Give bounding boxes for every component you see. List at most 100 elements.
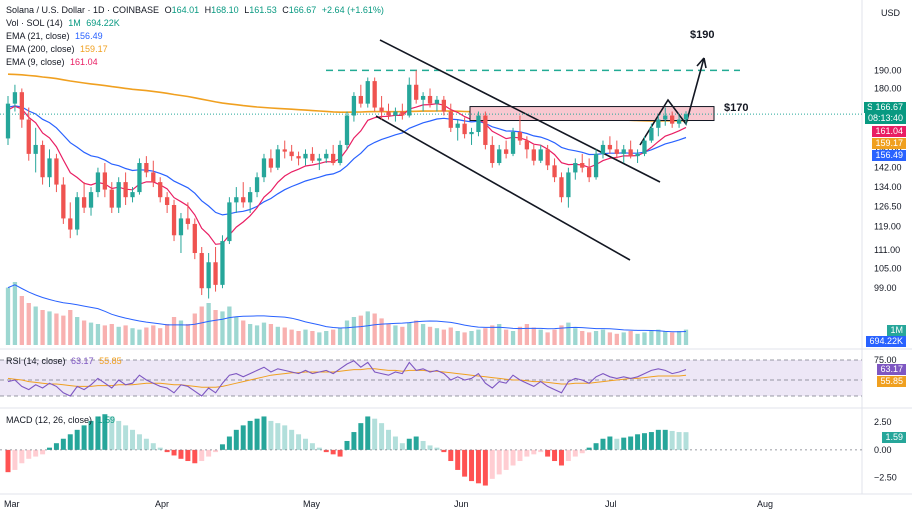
candle-body — [247, 192, 253, 203]
candle-body — [358, 95, 363, 104]
candle-body — [303, 153, 308, 159]
volume-bar — [40, 310, 45, 345]
candle-body — [289, 151, 294, 157]
macd-histogram-bar — [558, 449, 564, 466]
volume-bar — [54, 313, 59, 345]
rsi-legend[interactable]: RSI (14, close) 63.17 55.85 — [6, 355, 125, 367]
volume-bar — [503, 329, 509, 345]
candle-body — [344, 115, 350, 145]
macd-histogram-bar — [628, 436, 634, 450]
volume-bar — [365, 311, 370, 345]
candle-body — [123, 182, 128, 198]
macd-histogram-bar — [358, 423, 364, 450]
volume-value-tag: 694.22K — [866, 336, 906, 347]
macd-histogram-bar — [455, 449, 461, 470]
macd-legend[interactable]: MACD (12, 26, close) 1.59 — [6, 414, 118, 426]
candle-body — [469, 132, 474, 135]
candle-body — [607, 144, 613, 150]
candle-body — [337, 144, 343, 164]
macd-histogram-bar — [413, 436, 419, 450]
candle-body — [441, 99, 447, 112]
candle-body — [261, 158, 267, 178]
volume-bar — [47, 311, 52, 345]
ema21-legend[interactable]: EMA (21, close) 156.49 — [6, 30, 106, 42]
candle-body — [510, 132, 516, 154]
macd-histogram-bar — [164, 449, 170, 453]
candle-body — [199, 253, 204, 289]
macd-histogram-bar — [254, 418, 260, 450]
ema200-legend[interactable]: EMA (200, close) 159.17 — [6, 43, 111, 55]
rsi-value: 63.17 — [71, 356, 94, 366]
candle-body — [178, 218, 184, 236]
volume-bar — [379, 318, 384, 345]
volume-bar — [635, 333, 640, 345]
macd-histogram-bar — [386, 429, 392, 450]
candle-body — [61, 184, 66, 219]
macd-histogram-bar — [372, 418, 378, 450]
symbol-legend: Solana / U.S. Dollar · 1D · COINBASE O16… — [6, 4, 387, 16]
macd-histogram-bar — [282, 425, 288, 450]
macd-histogram-bar — [206, 449, 212, 457]
candle-body — [282, 149, 287, 152]
macd-histogram-bar — [316, 447, 322, 450]
volume-bar — [102, 325, 108, 345]
candle-body — [379, 107, 384, 112]
macd-histogram-bar — [441, 449, 447, 453]
candle-body — [158, 182, 163, 198]
macd-histogram-bar — [420, 440, 426, 450]
volume-bar — [116, 326, 121, 345]
candle-body — [254, 177, 260, 193]
candle-body — [75, 197, 80, 230]
rsi-label: RSI (14, close) — [6, 356, 66, 366]
symbol-title: Solana / U.S. Dollar · 1D · COINBASE — [6, 5, 160, 15]
macd-histogram-bar — [26, 449, 32, 459]
candle-body — [12, 92, 18, 104]
macd-histogram-bar — [586, 447, 592, 450]
macd-histogram-bar — [365, 416, 371, 450]
y-tick-label: 111.00 — [874, 245, 900, 255]
volume-bar — [130, 328, 135, 345]
macd-histogram-bar — [130, 429, 136, 450]
candle-body — [676, 119, 682, 124]
ema21-value: 156.49 — [75, 31, 103, 41]
ema21-price-tag: 156.49 — [872, 150, 906, 161]
macd-histogram-bar — [496, 449, 502, 475]
volume-bar — [649, 331, 654, 345]
macd-histogram-bar — [302, 438, 308, 450]
macd-tick-label: 2.50 — [874, 417, 892, 427]
macd-histogram-bar — [344, 440, 350, 450]
macd-histogram-bar — [648, 432, 654, 450]
macd-histogram-bar — [655, 429, 661, 450]
candle-body — [476, 115, 481, 133]
macd-histogram-bar — [351, 432, 357, 450]
macd-histogram-bar — [102, 414, 108, 450]
ema9-legend[interactable]: EMA (9, close) 161.04 — [6, 56, 101, 68]
ema9-line — [7, 103, 687, 245]
ema200-label: EMA (200, close) — [6, 44, 75, 54]
volume-bar — [324, 331, 329, 345]
macd-histogram-bar — [330, 449, 336, 455]
volume-legend[interactable]: Vol · SOL (14) 1M 694.22K — [6, 17, 123, 29]
macd-histogram-bar — [240, 425, 246, 450]
macd-histogram-bar — [607, 436, 613, 450]
volume-bar — [151, 325, 156, 345]
candle-body — [531, 149, 536, 161]
volume-bar — [109, 324, 114, 345]
candle-body — [642, 140, 647, 154]
macd-histogram-bar — [337, 449, 343, 457]
macd-histogram-bar — [157, 447, 163, 450]
y-tick-label: 99.00 — [874, 283, 897, 293]
volume-bar — [676, 331, 682, 345]
volume-bar — [607, 332, 613, 345]
open-value: 164.01 — [171, 5, 200, 15]
volume-bar — [289, 329, 294, 345]
volume-bar — [483, 328, 488, 345]
candle-body — [628, 149, 633, 157]
volume-value: 694.22K — [86, 18, 120, 28]
candle-body — [552, 165, 557, 178]
macd-histogram-bar — [289, 429, 295, 450]
candle-body — [434, 99, 440, 104]
candle-body — [407, 84, 412, 116]
